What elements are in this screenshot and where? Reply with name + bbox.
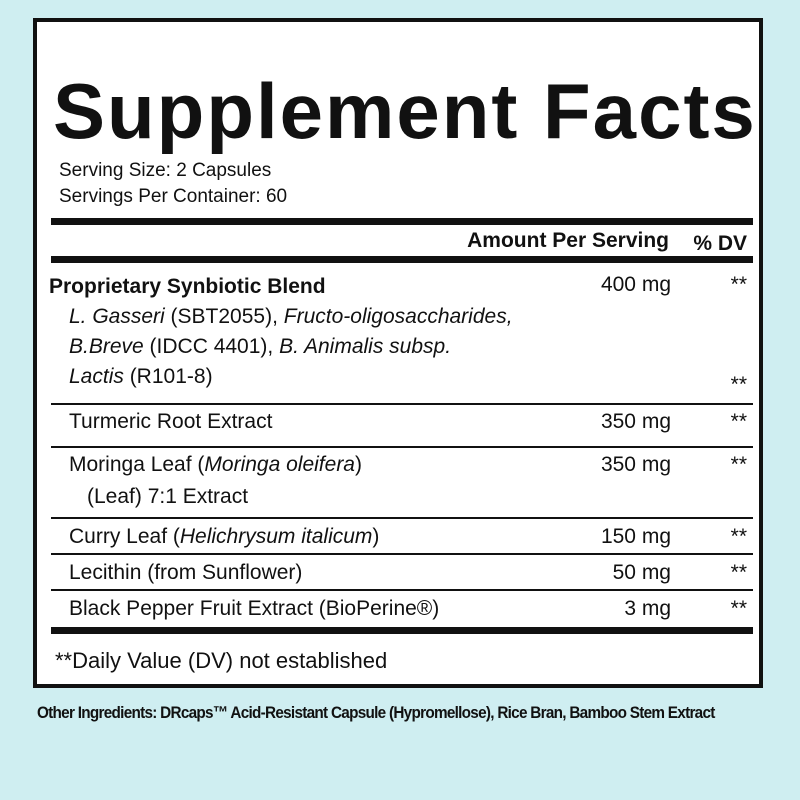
divider [51, 553, 753, 555]
ingredient-code: (SBT2055), [164, 305, 284, 328]
divider [51, 627, 753, 634]
blend-ingredients-2: B.Breve (IDCC 4401), B. Animalis subsp. [69, 332, 451, 362]
blend-name: Proprietary Synbiotic Blend [49, 275, 326, 298]
divider [51, 256, 753, 263]
ingredient: L. Gasseri [69, 305, 165, 328]
footnote: **Daily Value (DV) not established [55, 648, 388, 673]
blend-amount: 400 mg [600, 273, 671, 296]
name-text: ) [355, 453, 362, 476]
ingredient-dv: ** [730, 597, 747, 620]
divider [51, 403, 753, 405]
ingredient: Fructo-oligosaccharides, [283, 305, 513, 328]
name-text: Moringa Leaf ( [69, 453, 205, 476]
ingredient-code: (IDCC 4401), [143, 335, 280, 358]
latin-name: Moringa oleifera [204, 453, 355, 476]
blend-dv-2: ** [730, 373, 747, 396]
ingredient-amount: 50 mg [612, 561, 671, 584]
ingredient-name-line2: (Leaf) 7:1 Extract [87, 485, 249, 508]
ingredient-name: Black Pepper Fruit Extract (BioPerine®) [69, 597, 440, 620]
ingredient-dv: ** [730, 410, 747, 433]
ingredient-amount: 3 mg [624, 597, 671, 620]
title: Supplement Facts [53, 67, 757, 155]
ingredient-name: Turmeric Root Extract [69, 410, 273, 433]
serving-size: Serving Size: 2 Capsules [59, 160, 272, 181]
name-text: Curry Leaf ( [69, 525, 180, 548]
ingredient-name: Moringa Leaf (Moringa oleifera) [69, 450, 362, 480]
ingredient-dv: ** [730, 561, 747, 584]
divider [51, 589, 753, 591]
divider [51, 218, 753, 225]
header-amount: Amount Per Serving [467, 229, 669, 252]
ingredient: B.Breve [69, 335, 144, 358]
ingredient-dv: ** [730, 453, 747, 476]
ingredient-code: (R101-8) [123, 365, 213, 388]
ingredient-amount: 150 mg [600, 525, 671, 548]
servings-per-container: Servings Per Container: 60 [59, 186, 288, 207]
ingredient-name: Curry Leaf (Helichrysum italicum) [69, 522, 379, 552]
divider [51, 446, 753, 448]
ingredient: B. Animalis subsp. [279, 335, 452, 358]
blend-ingredients-1: L. Gasseri (SBT2055), Fructo-oligosaccha… [69, 302, 513, 332]
blend-ingredients-3: Lactis (R101-8) [69, 362, 213, 392]
name-text: ) [372, 525, 380, 548]
ingredient-dv: ** [730, 525, 747, 548]
ingredient-amount: 350 mg [600, 410, 671, 433]
header-dv: % DV [693, 232, 747, 255]
latin-name: Helichrysum italicum [179, 525, 373, 548]
other-ingredients: Other Ingredients: DRcaps™ Acid-Resistan… [37, 703, 715, 722]
supplement-facts-panel: Supplement Facts Serving Size: 2 Capsule… [33, 18, 763, 688]
ingredient-name: Lecithin (from Sunflower) [69, 561, 303, 584]
divider [51, 517, 753, 519]
ingredient-amount: 350 mg [600, 453, 671, 476]
ingredient: Lactis [69, 365, 124, 388]
blend-dv: ** [730, 273, 747, 296]
